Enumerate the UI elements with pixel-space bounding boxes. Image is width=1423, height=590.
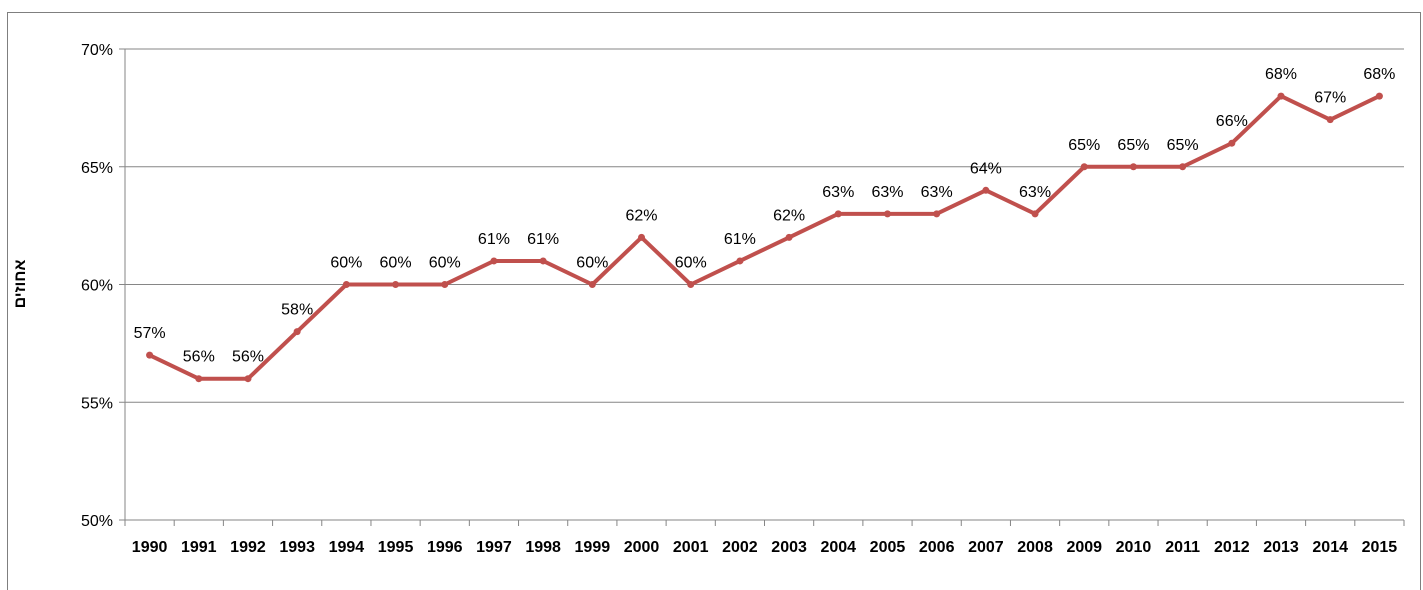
data-point-1997: [490, 257, 498, 265]
data-point-1994: [342, 281, 350, 288]
x-tick-label-2014: 2014: [1312, 539, 1348, 556]
gridlines: [125, 48, 1404, 403]
data-point-1999: [588, 281, 596, 288]
data-point-2009: [1080, 163, 1088, 171]
series-line: [147, 94, 1382, 381]
x-tick-label-2006: 2006: [919, 539, 955, 556]
x-tick-label-2010: 2010: [1116, 539, 1152, 556]
x-tick-label-2013: 2013: [1263, 539, 1299, 556]
data-point-2007: [982, 186, 990, 194]
x-tick-label-1990: 1990: [132, 539, 168, 556]
series: [146, 92, 1383, 383]
x-tick-labels: 1990 1991 1992 1993 1994 1995 1996 1997 1998 1999…: [132, 539, 1398, 556]
data-point-2008: [1031, 210, 1039, 218]
data-labels: 57% 56% 56% 58% 60% 60% 60% 61% 61% 60% 62% 60% 61% 6…: [134, 66, 1396, 366]
data-label-1990: 57%: [134, 325, 166, 342]
data-label-2002: 61%: [724, 231, 756, 248]
x-tick-label-2007: 2007: [968, 539, 1004, 556]
data-point-2015: [1375, 92, 1383, 100]
data-label-2004: 63%: [822, 184, 854, 201]
data-label-2012: 66%: [1216, 113, 1248, 130]
x-tick-label-2008: 2008: [1017, 539, 1053, 556]
data-label-2014: 67%: [1314, 90, 1346, 107]
data-label-2008: 63%: [1019, 184, 1051, 201]
data-label-1992: 56%: [232, 349, 264, 366]
data-point-1998: [539, 257, 547, 265]
data-point-1996: [441, 281, 449, 288]
x-tick-label-1994: 1994: [329, 539, 365, 556]
y-tick-label: 70%: [81, 42, 113, 59]
data-label-1991: 56%: [183, 349, 215, 366]
y-tick-label: 50%: [81, 513, 113, 530]
data-point-1993: [293, 328, 301, 336]
data-label-2005: 63%: [871, 184, 903, 201]
axes: [119, 48, 1405, 526]
data-label-2009: 65%: [1068, 137, 1100, 154]
data-point-2012: [1228, 139, 1236, 147]
x-tick-label-2003: 2003: [771, 539, 807, 556]
data-point-2001: [687, 281, 695, 288]
x-tick-label-2011: 2011: [1165, 539, 1200, 556]
data-label-2013: 68%: [1265, 66, 1297, 83]
data-label-1997: 61%: [478, 231, 510, 248]
data-label-1995: 60%: [380, 255, 412, 272]
data-label-2010: 65%: [1117, 137, 1149, 154]
data-point-1990: [146, 351, 154, 359]
y-tick-label: 60%: [81, 278, 113, 295]
y-tick-label: 55%: [81, 395, 113, 412]
data-point-1991: [195, 375, 203, 383]
x-tick-label-2002: 2002: [722, 539, 758, 556]
x-tick-label-2015: 2015: [1362, 539, 1398, 556]
data-point-1995: [392, 281, 400, 288]
data-point-2002: [736, 257, 744, 265]
data-label-1994: 60%: [330, 255, 362, 272]
data-point-2010: [1129, 163, 1137, 171]
x-tick-label-1998: 1998: [525, 539, 561, 556]
x-tick-label-2001: 2001: [673, 539, 709, 556]
x-tick-label-1991: 1991: [181, 539, 217, 556]
x-tick-label-1993: 1993: [279, 539, 315, 556]
data-label-2003: 62%: [773, 207, 805, 224]
data-label-2007: 64%: [970, 160, 1002, 177]
data-point-2011: [1179, 163, 1187, 171]
data-label-1998: 61%: [527, 231, 559, 248]
data-label-1996: 60%: [429, 255, 461, 272]
data-point-2000: [638, 233, 646, 241]
x-tick-label-1992: 1992: [230, 539, 266, 556]
data-label-2001: 60%: [675, 255, 707, 272]
y-tick-labels: 50% 55% 60% 65% 70%: [81, 42, 113, 530]
data-label-2015: 68%: [1363, 66, 1395, 83]
data-label-2006: 63%: [921, 184, 953, 201]
x-tick-label-1996: 1996: [427, 539, 463, 556]
y-tick-label: 65%: [81, 160, 113, 177]
data-point-2006: [933, 210, 941, 218]
x-tick-label-2012: 2012: [1214, 539, 1250, 556]
x-tick-label-2000: 2000: [624, 539, 660, 556]
data-point-2014: [1326, 116, 1334, 124]
x-tick-label-2005: 2005: [870, 539, 906, 556]
data-point-2003: [785, 233, 793, 241]
data-label-1999: 60%: [576, 255, 608, 272]
data-point-2013: [1277, 92, 1285, 100]
x-tick-label-1997: 1997: [476, 539, 512, 556]
data-label-2000: 62%: [626, 207, 658, 224]
data-point-2004: [834, 210, 842, 218]
data-point-2005: [883, 210, 891, 218]
x-tick-label-2009: 2009: [1066, 539, 1102, 556]
x-tick-label-2004: 2004: [820, 539, 856, 556]
data-point-1992: [244, 375, 252, 383]
chart-frame: [7, 12, 1421, 590]
data-label-2011: 65%: [1167, 137, 1199, 154]
x-tick-label-1995: 1995: [378, 539, 414, 556]
data-label-1993: 58%: [281, 302, 313, 319]
x-tick-label-1999: 1999: [575, 539, 611, 556]
